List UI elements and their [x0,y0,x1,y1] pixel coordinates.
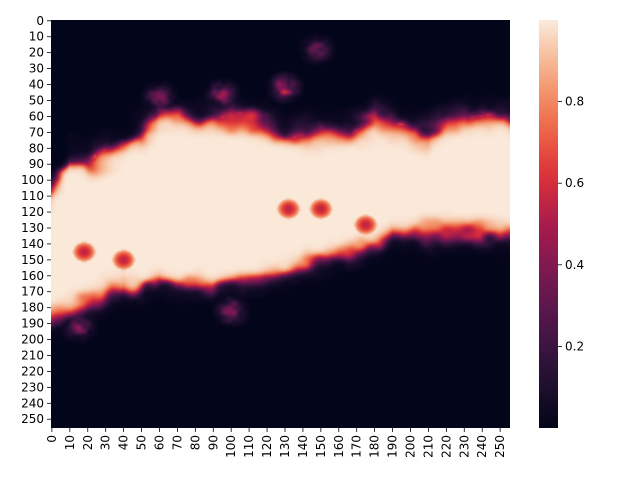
y-tick-label: 60 [29,109,44,123]
x-tick-label: 240 [475,435,489,458]
x-tick-label: 220 [439,435,453,458]
x-tick-label: 80 [188,435,202,450]
x-tick-label: 10 [63,435,77,450]
y-tick-label: 10 [29,30,44,44]
x-tick-label: 210 [421,435,435,458]
y-tick-label: 70 [29,125,44,139]
y-tick-label: 240 [21,396,44,410]
colorbar-tick-label: 0.4 [565,258,584,272]
y-tick-label: 210 [21,348,44,362]
x-tick-label: 110 [242,435,256,458]
y-tick-label: 40 [29,78,44,92]
y-tick-label: 110 [21,189,44,203]
x-tick-label: 170 [350,435,364,458]
x-tick-label: 130 [278,435,292,458]
x-tick-label: 140 [296,435,310,458]
y-tick-label: 50 [29,93,44,107]
x-axis: 0 10 20 30 40 50 60 70 80 90 100 110 120 130 140 150 160… [45,428,507,458]
y-tick-label: 180 [21,301,44,315]
x-tick-label: 40 [117,435,131,450]
y-tick-label: 200 [21,333,44,347]
y-tick-label: 250 [21,412,44,426]
y-tick-label: 30 [29,62,44,76]
colorbar-tick-label: 0.6 [565,176,584,190]
x-tick-label: 90 [206,435,220,450]
heatmap-area [51,20,510,428]
x-tick-label: 30 [99,435,113,450]
x-tick-label: 180 [368,435,382,458]
y-tick-label: 150 [21,253,44,267]
x-tick-label: 230 [457,435,471,458]
x-tick-label: 50 [135,435,149,450]
y-tick-label: 90 [29,157,44,171]
y-tick-label: 230 [21,380,44,394]
x-tick-label: 150 [314,435,328,458]
colorbar-tick-label: 0.8 [565,95,584,109]
x-tick-label: 70 [170,435,184,450]
y-tick-label: 130 [21,221,44,235]
y-tick-label: 0 [36,14,44,28]
y-tick-label: 220 [21,364,44,378]
x-tick-label: 190 [386,435,400,458]
x-tick-label: 250 [493,435,507,458]
y-tick-label: 80 [29,141,44,155]
y-tick-label: 170 [21,285,44,299]
y-tick-label: 190 [21,317,44,331]
y-tick-label: 160 [21,269,44,283]
x-tick-label: 200 [403,435,417,458]
colorbar-tick-label: 0.2 [565,339,584,353]
x-tick-label: 60 [152,435,166,450]
x-tick-label: 0 [45,435,59,443]
x-tick-label: 120 [260,435,274,458]
x-tick-label: 100 [224,435,238,458]
colorbar: 0.2 0.4 0.6 0.8 [539,20,584,428]
y-tick-label: 100 [21,173,44,187]
x-tick-label: 160 [332,435,346,458]
y-tick-label: 120 [21,205,44,219]
y-tick-label: 20 [29,46,44,60]
colorbar-gradient [539,20,558,428]
x-tick-label: 20 [81,435,95,450]
y-tick-label: 140 [21,237,44,251]
heatmap-cells [51,20,510,428]
